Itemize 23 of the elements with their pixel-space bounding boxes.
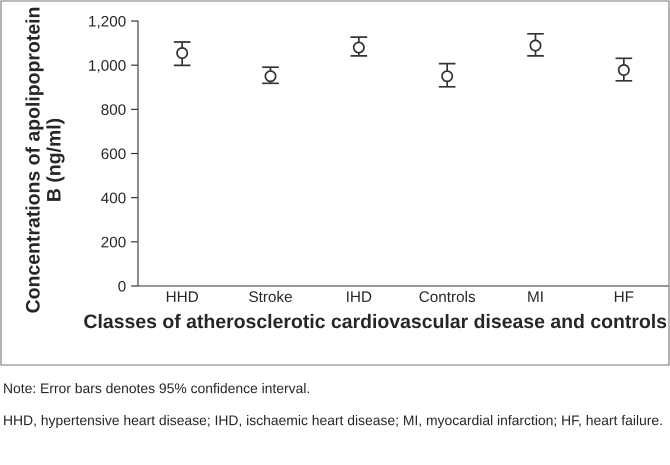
x-axis-title: Classes of atherosclerotic cardiovascular disease and controls (84, 314, 666, 328)
y-tick-label: 200 (101, 236, 126, 248)
y-axis-title: Concentrations of apolipoprotein B (ng/ml) (25, 8, 65, 313)
y-tick-label: 1,000 (89, 60, 126, 73)
y-tick-label: 1,200 (89, 16, 126, 28)
x-tick-label: IHD (347, 291, 372, 302)
point (352, 42, 365, 54)
y-tick-label: 800 (101, 104, 126, 116)
point (264, 70, 276, 82)
text: HHD, hypertensive heart disease; IHD, ischaemic heart disease; MI, myocardial infarction; HF, heart failure. (4, 415, 662, 428)
point (176, 47, 188, 60)
x-tick-label: HHD (166, 291, 198, 302)
text: Note: Error bars denotes 95% confidence interval. (4, 383, 309, 394)
y-tick-label: 400 (101, 192, 126, 204)
point (530, 40, 542, 52)
y-tick-label: 600 (101, 148, 126, 160)
x-tick-label: MI (528, 291, 543, 302)
point (441, 70, 454, 82)
point (618, 64, 630, 76)
y-tick-label: 0 (118, 280, 126, 292)
x-tick-label: HF (614, 291, 634, 302)
x-tick-label: Controls (420, 290, 476, 302)
x-tick-label: Stroke (249, 290, 292, 302)
